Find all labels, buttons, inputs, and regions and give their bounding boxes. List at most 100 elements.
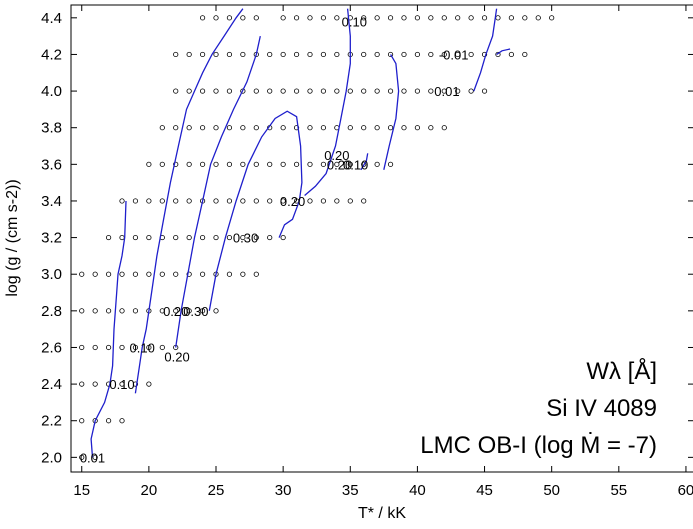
y-tick-label: 4.4 [41, 10, 62, 27]
y-tick-label: 4.0 [41, 83, 62, 100]
model-point [240, 51, 246, 58]
model-point [213, 234, 219, 241]
y-tick-label: 3.2 [41, 230, 62, 247]
model-point [132, 308, 139, 314]
y-tick-label: 3.0 [41, 266, 62, 283]
model-point [361, 198, 367, 204]
model-point [119, 418, 125, 424]
model-point [132, 234, 139, 241]
model-point [414, 88, 421, 94]
model-point [293, 125, 300, 131]
model-point [159, 161, 165, 167]
contour-line [90, 200, 127, 458]
y-tick-label: 2.8 [41, 303, 62, 320]
contour-line [496, 48, 511, 55]
model-point [374, 88, 380, 94]
x-tick-label: 55 [610, 482, 627, 499]
contour-line [383, 54, 400, 170]
model-point [79, 344, 85, 351]
model-point [79, 381, 85, 387]
model-point [280, 161, 286, 167]
contour-line [134, 8, 244, 394]
model-point [387, 51, 394, 58]
model-point [173, 308, 179, 314]
y-tick-label: 2.2 [41, 413, 62, 430]
model-point [186, 161, 192, 167]
x-tick-label: 30 [275, 482, 292, 499]
model-point [441, 15, 447, 21]
model-point [146, 234, 152, 241]
model-point [253, 88, 259, 94]
model-point [374, 161, 380, 167]
model-point [455, 51, 461, 58]
model-point [240, 234, 246, 241]
model-point [173, 234, 179, 241]
model-point [173, 51, 179, 58]
contour-line [175, 35, 261, 348]
x-axis-label: T* / kK [358, 505, 406, 522]
model-point [334, 198, 340, 204]
contour-label: 0.10 [342, 14, 367, 29]
model-point [374, 51, 380, 58]
model-point [105, 234, 112, 241]
y-tick-label: 2.0 [41, 449, 62, 466]
model-point [79, 271, 85, 277]
model-point [199, 234, 206, 241]
x-tick-label: 20 [141, 482, 158, 499]
model-point [146, 161, 152, 167]
model-point [186, 51, 192, 58]
model-point [119, 308, 125, 314]
model-point [186, 308, 192, 314]
model-point [428, 15, 434, 21]
model-point [226, 271, 233, 277]
model-point [173, 271, 179, 277]
model-point [347, 125, 353, 131]
model-point [401, 51, 407, 58]
model-point [199, 51, 206, 58]
model-point [253, 15, 259, 21]
model-point [307, 125, 313, 131]
model-point [320, 15, 327, 21]
model-point [267, 198, 273, 204]
model-point [414, 15, 421, 21]
model-point [159, 271, 165, 277]
model-point [535, 15, 541, 21]
model-point [213, 125, 219, 131]
x-tick-label: 45 [476, 482, 493, 499]
model-point [374, 125, 380, 131]
model-point [347, 161, 353, 167]
model-point [549, 15, 555, 21]
model-point [428, 88, 434, 94]
model-point [119, 344, 125, 351]
y-tick-label: 3.6 [41, 156, 62, 173]
model-point [199, 161, 206, 167]
model-point [159, 308, 165, 314]
model-point [307, 161, 313, 167]
plot-frame [70, 4, 693, 473]
model-point [240, 161, 246, 167]
model-point [213, 51, 219, 58]
model-point [428, 51, 434, 58]
model-point [146, 198, 152, 204]
contour-label: 0.20 [280, 194, 305, 209]
model-point [441, 88, 447, 94]
model-point [79, 454, 85, 460]
y-tick-label: 4.2 [41, 46, 62, 63]
model-point [334, 88, 340, 94]
model-point [522, 15, 528, 21]
model-point [226, 198, 233, 204]
model-point [226, 88, 233, 94]
model-point [253, 198, 259, 204]
contour-label: 0.20 [327, 157, 352, 172]
model-point [280, 51, 286, 58]
model-point [347, 88, 353, 94]
model-point [361, 51, 367, 58]
model-point [293, 51, 300, 58]
model-point [401, 15, 407, 21]
model-point [468, 88, 474, 94]
axis-ticks: 15 20 25 30 35 40 45 50 55 60 2.0 2.2 2.4 2.6 2.8 3.0 3.… [41, 5, 693, 499]
x-tick-label: 15 [73, 482, 90, 499]
model-point [119, 271, 125, 277]
model-grid-markers [79, 15, 555, 460]
